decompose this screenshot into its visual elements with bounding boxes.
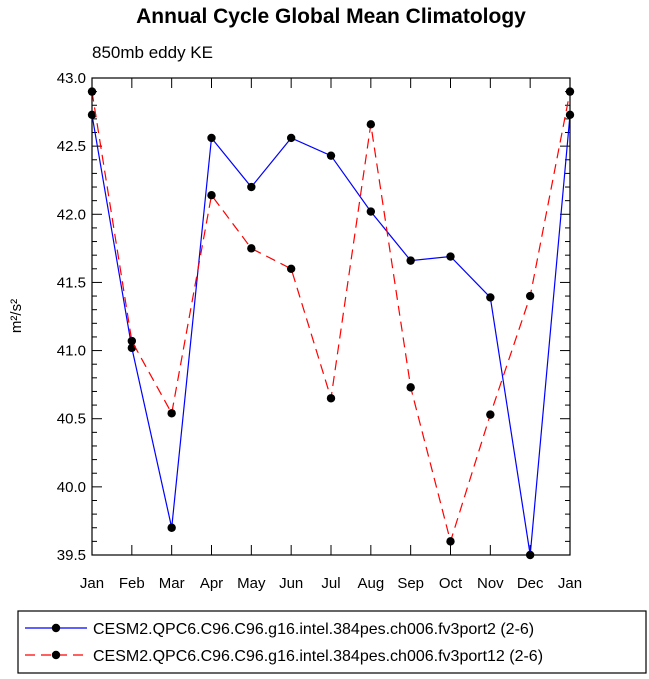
y-tick-label: 41.0 — [57, 343, 86, 360]
x-tick-label: Nov — [477, 575, 504, 592]
legend-box — [17, 610, 647, 674]
series-line-1 — [91, 114, 571, 556]
y-axis-label-text: m²/s² — [8, 299, 25, 333]
series-1-point — [167, 523, 176, 532]
y-axis-label: m²/s² — [8, 299, 25, 333]
series-1-point — [207, 133, 216, 143]
series-1-point — [366, 207, 376, 216]
chart-subtitle: 850mb eddy KE — [92, 43, 213, 62]
legend-label-2: CESM2.QPC6.C96.C96.g16.intel.384pes.ch00… — [93, 648, 543, 665]
y-tick-label: 40.0 — [57, 479, 86, 496]
series-1-point — [446, 252, 455, 261]
series-2-point — [127, 336, 137, 346]
series-2-point — [207, 191, 216, 200]
series-2-point — [525, 291, 535, 301]
plot-frame — [91, 77, 571, 556]
series-1-point — [247, 182, 256, 192]
x-tick-label: Sep — [397, 575, 424, 592]
series-1-point — [406, 256, 415, 265]
x-tick-label: Jun — [279, 575, 303, 592]
legend-marker-2 — [51, 650, 61, 660]
y-tick-label: 43.0 — [57, 70, 86, 87]
x-tick-label: Jan — [80, 575, 104, 592]
y-tick-label: 42.5 — [57, 138, 86, 155]
x-tick-label: Aug — [357, 575, 384, 592]
y-tick-label: 40.5 — [57, 411, 86, 428]
y-tick-label: 41.5 — [57, 274, 86, 291]
series-1-point — [326, 151, 336, 160]
series-2-point — [286, 264, 296, 273]
series-1-point — [486, 293, 495, 302]
y-tick-label: 39.5 — [57, 547, 86, 564]
series-2-point — [247, 244, 256, 253]
legend-label-1: CESM2.QPC6.C96.C96.g16.intel.384pes.ch00… — [93, 621, 534, 638]
series-1-point — [286, 133, 296, 143]
series-2-point — [486, 410, 495, 419]
x-tick-label: Oct — [439, 575, 463, 592]
legend-marker-1 — [51, 623, 61, 633]
x-tick-label: May — [237, 575, 266, 592]
series-2-point — [326, 394, 336, 403]
x-tick-label: Jul — [321, 575, 340, 592]
x-tick-label: Mar — [159, 575, 185, 592]
x-tick-label: Apr — [200, 575, 223, 592]
chart-title: Annual Cycle Global Mean Climatology — [136, 5, 526, 28]
series-2-point — [366, 120, 376, 129]
series-2-point — [167, 409, 176, 418]
x-tick-label: Dec — [517, 575, 544, 592]
series-2-point — [446, 537, 455, 546]
y-tick-label: 42.0 — [57, 206, 86, 223]
x-tick-label: Feb — [119, 575, 145, 592]
x-tick-label: Jan — [558, 575, 582, 592]
series-2-point — [406, 383, 415, 392]
